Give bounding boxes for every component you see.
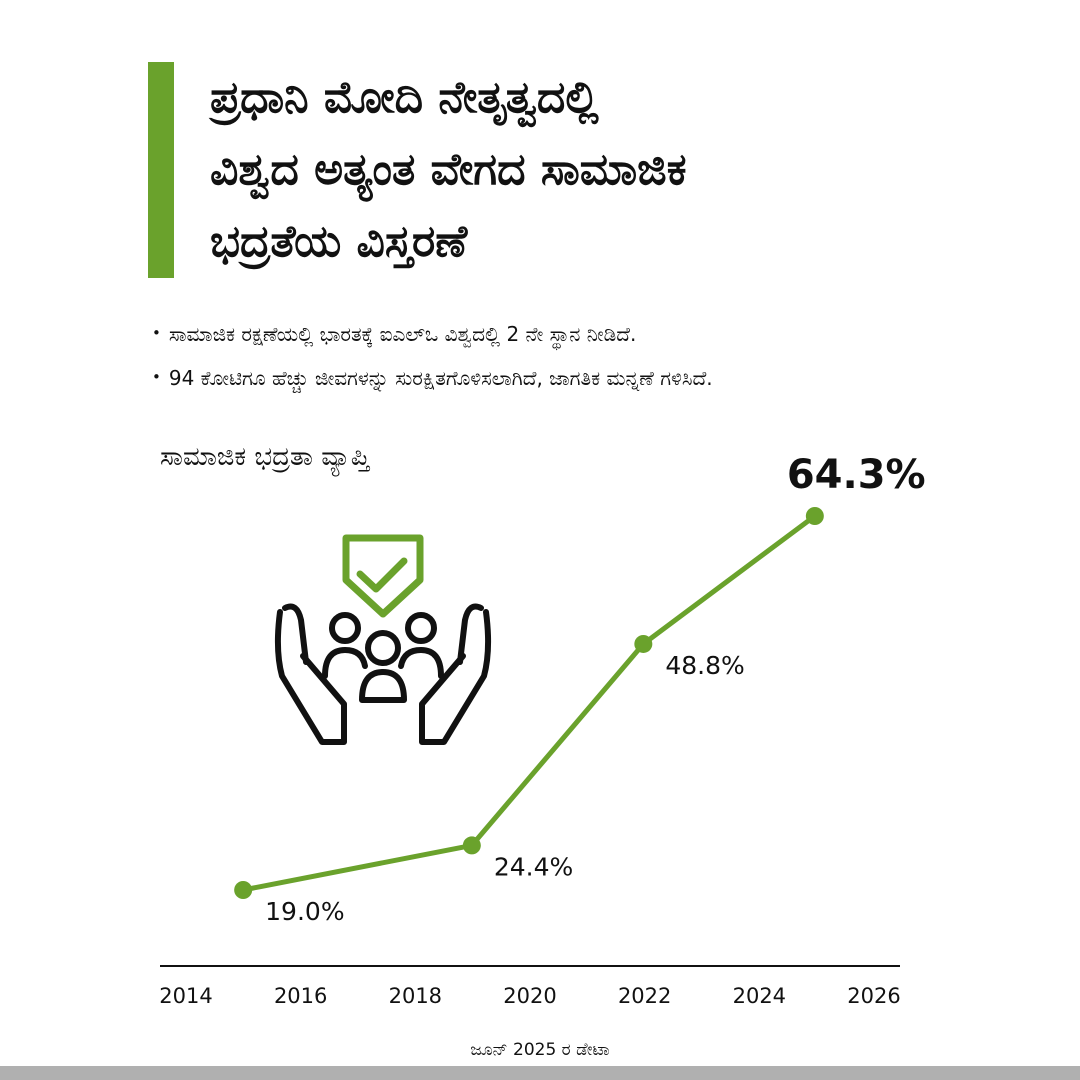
x-tick-label: 2014 (159, 984, 212, 1008)
x-axis-ticks: 2014 2016 2018 2020 2022 2024 2026 (159, 984, 900, 1008)
data-labels: 19.0% 24.4% 48.8% 64.3% (265, 452, 925, 926)
x-tick-label: 2020 (503, 984, 556, 1008)
data-label-highlight: 64.3% (787, 452, 926, 498)
title-line-2: ವಿಶ್ವದ ಅತ್ಯಂತ ವೇಗದ ಸಾಮಾಜಿಕ (210, 144, 687, 195)
key-point-item: 94 ಕೋಟಿಗೂ ಹೆಚ್ಚು ಜೀವಗಳನ್ನು ಸುರಕ್ಷಿತಗೊಳಿಸ… (152, 356, 1052, 400)
chart-title: ಸಾಮಾಜಿಕ ಭದ್ರತಾ ವ್ಯಾಪ್ತಿ (160, 442, 370, 472)
title-line-1: ಪ್ರಧಾನಿ ಮೋದಿ ನೇತೃತ್ವದಲ್ಲಿ (210, 72, 599, 123)
x-tick-label: 2018 (389, 984, 442, 1008)
data-point (805, 507, 824, 525)
data-label: 24.4% (494, 852, 573, 881)
data-label: 19.0% (265, 897, 344, 926)
bottom-strip (0, 1066, 1080, 1080)
key-point-item: ಸಾಮಾಜಿಕ ರಕ್ಷಣೆಯಲ್ಲಿ ಭಾರತಕ್ಕೆ ಐಎಲ್ಒ ವಿಶ್ವ… (152, 312, 1052, 356)
data-label: 48.8% (665, 651, 744, 680)
x-tick-label: 2024 (733, 984, 786, 1008)
page-title: ಪ್ರಧಾನಿ ಮೋದಿ ನೇತೃತ್ವದಲ್ಲಿ ವಿಶ್ವದ ಅತ್ಯಂತ … (210, 62, 1030, 278)
data-point (634, 634, 653, 653)
hands-protecting-family-with-shield-check-icon (274, 534, 492, 745)
key-points-list: ಸಾಮಾಜಿಕ ರಕ್ಷಣೆಯಲ್ಲಿ ಭಾರತಕ್ಕೆ ಐಎಲ್ಒ ವಿಶ್ವ… (152, 312, 1052, 400)
data-points (234, 507, 824, 899)
title-accent-bar (148, 62, 174, 278)
x-tick-label: 2022 (618, 984, 671, 1008)
x-tick-label: 2026 (847, 984, 900, 1008)
title-line-3: ಭದ್ರತೆಯ ವಿಸ್ತರಣೆ (210, 216, 468, 267)
series-line (240, 513, 818, 893)
data-point (234, 881, 253, 899)
x-tick-label: 2016 (274, 984, 327, 1008)
data-point (462, 836, 481, 855)
data-source-note: ಜೂನ್ 2025 ರ ಡೇಟಾ (470, 1040, 610, 1060)
